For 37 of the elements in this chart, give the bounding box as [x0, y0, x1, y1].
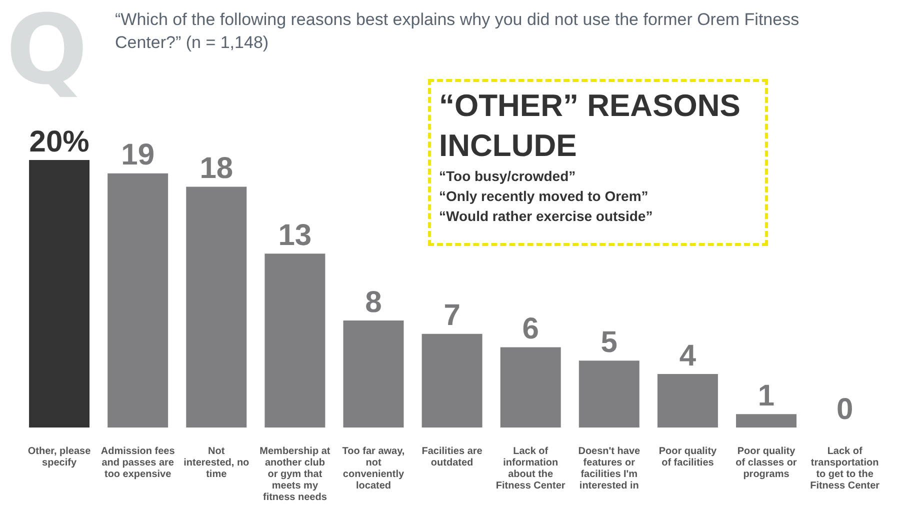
- x-tick-label: Not interested, no time: [184, 446, 250, 480]
- data-label: 8: [365, 286, 382, 319]
- bar: [736, 414, 797, 428]
- data-label: 1: [758, 379, 775, 412]
- annotation: “Only recently moved to Orem”: [439, 187, 650, 206]
- x-tick-label: Poor quality of classes or programs: [736, 446, 797, 480]
- x-tick-label: Poor quality of facilities: [658, 446, 718, 468]
- x-tick-label: Admission fees and passes are too expensive: [100, 446, 176, 480]
- annotation: “Too busy/crowded”: [439, 167, 577, 186]
- x-tick-label: Doesn't have features or facilities I'm interested in: [578, 446, 641, 492]
- data-label: 4: [679, 339, 696, 372]
- x-tick-label: Lack of information about the Fitness Center: [496, 446, 566, 492]
- bar: [422, 334, 482, 428]
- bar: [343, 320, 404, 428]
- bar: [657, 374, 718, 428]
- x-tick-label: Other, please specify: [28, 446, 92, 468]
- chart-title: “Which of the following reasons best explains why you did not use the former Orem Fitness Center?” (n = 1,148): [115, 9, 800, 54]
- bar: [108, 173, 168, 428]
- bar: [500, 347, 561, 428]
- data-label: 19: [121, 138, 155, 172]
- annotation: “OTHER” REASONS INCLUDE: [439, 87, 742, 165]
- data-label: 6: [522, 312, 539, 346]
- bar: [578, 360, 640, 428]
- data-label: 13: [278, 218, 312, 252]
- annotation: “Would rather exercise outside”: [439, 207, 654, 226]
- data-label: 20%: [29, 125, 90, 158]
- x-tick-label: Lack of transportation to get to the Fitness Center: [810, 446, 880, 492]
- bar: [264, 254, 326, 428]
- data-label: 7: [444, 299, 460, 332]
- bar: [29, 160, 90, 428]
- x-tick-label: Too far away, not conveniently located: [342, 446, 405, 492]
- data-label: 0: [836, 392, 854, 426]
- data-label: 18: [200, 152, 234, 186]
- data-label: 5: [600, 326, 618, 359]
- x-tick-label: Membership at another club or gym that meets my fitness needs: [260, 446, 331, 503]
- x-tick-label: Facilities are outdated: [422, 446, 483, 468]
- bar: [186, 186, 247, 428]
